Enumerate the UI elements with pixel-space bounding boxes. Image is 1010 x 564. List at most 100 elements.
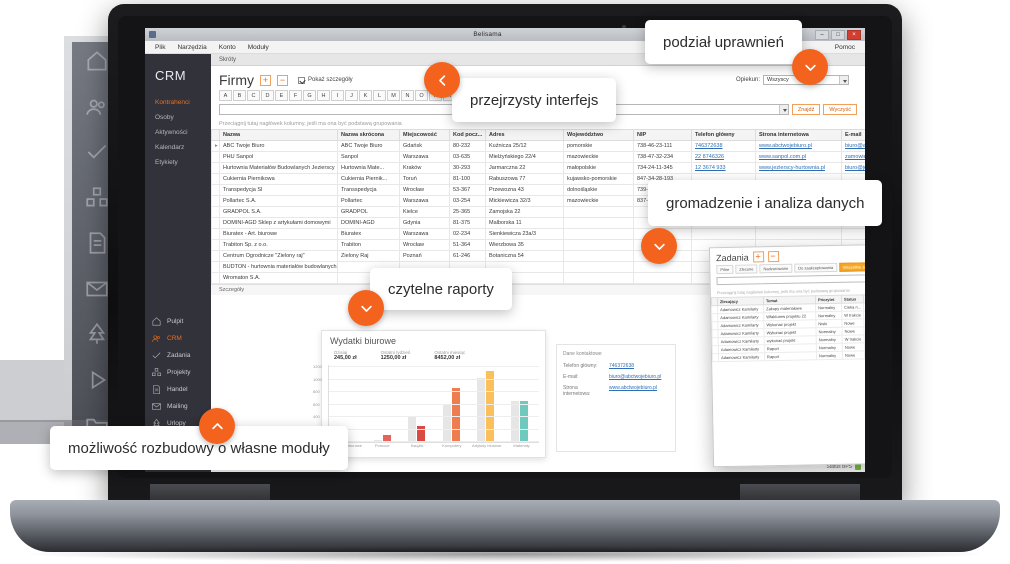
alpha-tab-g[interactable]: G	[303, 90, 316, 101]
col-header[interactable]: Telefon główny	[691, 129, 756, 141]
table-row[interactable]: Trabiton Sp. z o.o. Trabiton Wrocław 51-364…	[211, 239, 865, 251]
sidebar-item-etykiety[interactable]: Etykiety	[155, 159, 178, 166]
table-row[interactable]: Biuratex - Art. biurowe Biuratex Warszawa 0…	[211, 228, 865, 240]
alpha-tab-j[interactable]: J	[345, 90, 358, 101]
alpha-tab-h[interactable]: H	[317, 90, 330, 101]
sidebar-label-projekty: Projekty	[167, 369, 191, 376]
zadania-tab[interactable]: Nadzorowane	[759, 263, 793, 274]
callout-arrow-down-icon[interactable]	[641, 228, 677, 264]
col-header[interactable]: E-mail	[841, 129, 865, 141]
cell-miejscowosc: Toruń	[399, 173, 450, 185]
alpha-tab-d[interactable]: D	[261, 90, 274, 101]
alpha-tab-l[interactable]: L	[373, 90, 386, 101]
row-marker: ▸	[211, 140, 220, 152]
contact-value[interactable]: biuro@abctwojebiuro.pl	[609, 374, 662, 380]
table-row[interactable]: PHU Sanpol Sanpol Warszawa 03-635 Mielżyński…	[211, 151, 865, 163]
cell-www[interactable]: www.abctwojebiuro.pl	[755, 140, 842, 152]
sidebar-item-mailing[interactable]: Mailing	[151, 398, 211, 415]
alpha-tab-o[interactable]: O	[415, 90, 428, 101]
table-row[interactable]: Cukiernia Piernikowa Cukiernia Piernik...…	[211, 173, 865, 185]
cell-email[interactable]: zamowienia@s...	[841, 151, 865, 163]
y-tick-label: 600	[313, 401, 320, 407]
find-button[interactable]: Znajdź	[791, 104, 821, 115]
chevron-down-icon[interactable]	[778, 105, 788, 114]
contact-value[interactable]: www.abctwojebiuro.pl	[609, 385, 658, 391]
menu-item-narzedzia[interactable]: Narzędzia	[177, 43, 207, 51]
menu-item-plik[interactable]: Plik	[155, 43, 166, 51]
zadania-tab[interactable]: Zlecone	[735, 264, 758, 274]
alpha-tab-n[interactable]: N	[401, 90, 414, 101]
add-button[interactable]: +	[260, 74, 271, 86]
bar-previous	[373, 439, 382, 442]
zadania-tab[interactable]: Wszystkie zadania	[838, 262, 865, 272]
alpha-tab-e[interactable]: E	[275, 90, 288, 101]
cell-miejscowosc: Kielce	[399, 206, 450, 218]
callout-arrow-down-icon[interactable]	[792, 49, 828, 85]
close-button[interactable]: ×	[847, 29, 861, 40]
menu-item-moduly[interactable]: Moduły	[247, 43, 269, 51]
col-header[interactable]: Nazwa	[219, 129, 338, 141]
sidebar-item-zadania[interactable]: Zadania	[151, 347, 211, 364]
kpi-label: Ostatni tydzień	[380, 350, 411, 355]
alpha-tab-f[interactable]: F	[289, 90, 302, 101]
callout-arrow-up-icon[interactable]	[199, 408, 235, 444]
cell-www[interactable]: www.sanpol.com.pl	[755, 151, 842, 163]
cell-tel[interactable]: 22 8746326	[691, 151, 756, 163]
cell-miejscowosc: Gdynia	[399, 217, 450, 229]
sidebar-item-aktywnosci[interactable]: Aktywności	[155, 129, 188, 136]
zadania-tab[interactable]: Pilne	[716, 264, 734, 275]
menu-item-pomoc[interactable]: Pomoc	[834, 43, 855, 51]
col-header[interactable]: Adres	[485, 129, 564, 141]
maximize-button[interactable]: □	[831, 29, 845, 40]
remove-button[interactable]: −	[277, 74, 288, 86]
contact-row-email: E-mail: biuro@abctwojebiuro.pl	[563, 374, 669, 380]
table-row[interactable]: Hurtownia Materiałów Budowlanych Jeziers…	[211, 162, 865, 174]
col-header[interactable]: Nazwa skrócona	[337, 129, 400, 141]
cell-www[interactable]: www.jezierscy-hurtownia.pl	[755, 162, 842, 174]
col-header[interactable]: Kod pocz...	[449, 129, 486, 141]
cell-skrocona: Sanpol	[337, 151, 400, 163]
zadania-search-input[interactable]	[716, 271, 865, 286]
sidebar-item-projekty[interactable]: Projekty	[151, 364, 211, 381]
alpha-tab-b[interactable]: B	[233, 90, 246, 101]
cell-skrocona: Cukiernia Piernik...	[337, 173, 400, 185]
sidebar-item-crm[interactable]: CRM	[151, 330, 211, 347]
zadania-tab[interactable]: Do zaakceptowania	[794, 262, 838, 273]
callout-arrow-left-icon[interactable]	[424, 62, 460, 98]
table-row[interactable]: ▸ ABC Twoje Biuro ABC Twoje Biuro Gdańsk 80-…	[211, 140, 865, 152]
alpha-tab-a[interactable]: A	[219, 90, 232, 101]
col-header[interactable]: Województwo	[563, 129, 634, 141]
cell-adres: Mickiewicza 32/3	[485, 195, 564, 207]
col-header[interactable]: Strona internetowa	[755, 129, 842, 141]
tab-skroty[interactable]: Skróty	[219, 56, 237, 63]
menu-item-konto[interactable]: Konto	[218, 43, 236, 51]
alpha-tab-k[interactable]: K	[359, 90, 372, 101]
sidebar-item-kontrahenci[interactable]: Kontrahenci	[155, 99, 190, 106]
cell-adres: Rabuszowa 77	[485, 173, 564, 185]
col-header[interactable]: Termin	[863, 294, 865, 303]
show-details-checkbox-wrap[interactable]: Pokaż szczegóły	[298, 76, 353, 84]
alpha-tab-m[interactable]: M	[387, 90, 400, 101]
sidebar-item-osoby[interactable]: Osoby	[155, 114, 174, 121]
cell-status: Nowe	[842, 350, 865, 360]
clear-button[interactable]: Wyczyść	[823, 104, 857, 115]
contact-value[interactable]: 746372638	[609, 363, 635, 369]
alpha-tab-i[interactable]: I	[331, 90, 344, 101]
sidebar-item-handel[interactable]: Handel	[151, 381, 211, 398]
document-icon	[153, 385, 161, 394]
cell-email[interactable]: biuro@jeziersc...	[841, 162, 865, 174]
minimize-button[interactable]: –	[815, 29, 829, 40]
show-details-checkbox[interactable]	[298, 76, 305, 84]
sidebar-item-kalendarz[interactable]: Kalendarz	[155, 144, 185, 151]
cell-email[interactable]: biuro@abctwo...	[841, 140, 865, 152]
alpha-tab-c[interactable]: C	[247, 90, 260, 101]
cell-tel[interactable]: 12 3674 933	[691, 162, 756, 174]
chevron-down-icon[interactable]	[839, 76, 848, 84]
callout-arrow-down-icon[interactable]	[348, 290, 384, 326]
zadania-add-button[interactable]: +	[752, 251, 764, 263]
sidebar-item-pulpit[interactable]: Pulpit	[151, 313, 211, 330]
col-header[interactable]: Miejscowość	[399, 129, 450, 141]
zadania-remove-button[interactable]: −	[767, 250, 779, 263]
cell-tel[interactable]: 746372638	[691, 140, 756, 152]
col-header[interactable]: NIP	[633, 129, 692, 141]
